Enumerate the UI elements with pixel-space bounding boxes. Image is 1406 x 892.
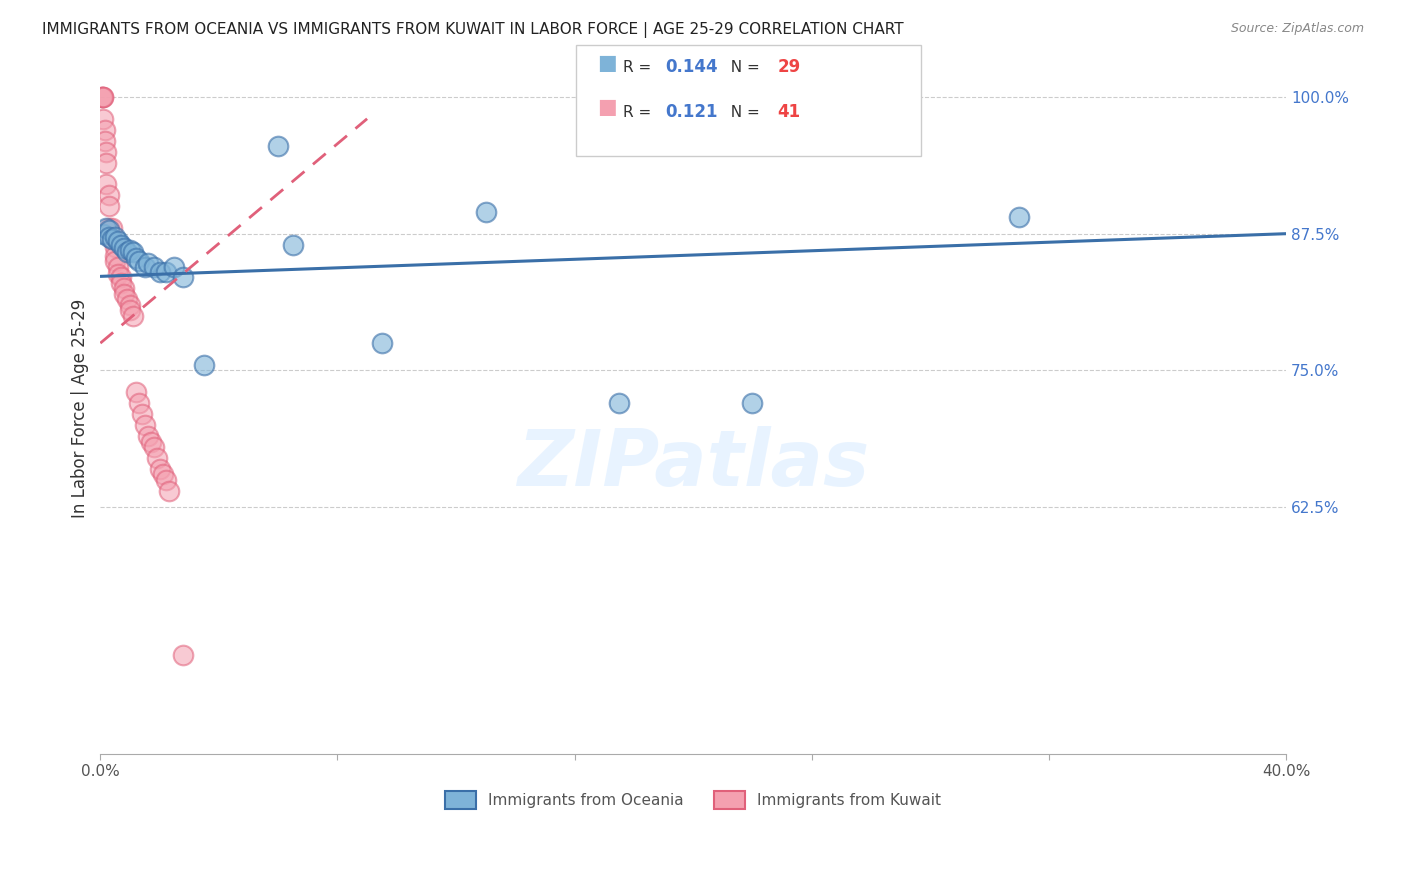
Point xyxy=(145,450,167,465)
Point xyxy=(607,396,630,410)
Point xyxy=(157,483,180,498)
Text: ■: ■ xyxy=(598,97,617,117)
Point xyxy=(149,265,172,279)
Point xyxy=(94,134,117,148)
Point xyxy=(136,256,159,270)
Point xyxy=(91,112,114,126)
Point xyxy=(115,245,138,260)
Point xyxy=(90,90,112,104)
Text: R =: R = xyxy=(623,105,657,120)
Point xyxy=(134,260,156,274)
Point xyxy=(96,221,118,235)
Point xyxy=(104,240,127,254)
Point xyxy=(96,145,118,159)
Point xyxy=(122,309,145,323)
Point xyxy=(125,251,148,265)
Point xyxy=(193,358,215,372)
Point xyxy=(371,336,394,351)
Point xyxy=(139,434,162,449)
Point xyxy=(118,243,141,257)
Point xyxy=(128,254,150,268)
Text: N =: N = xyxy=(721,61,765,75)
Text: 41: 41 xyxy=(778,103,800,120)
Point xyxy=(128,396,150,410)
Point xyxy=(136,429,159,443)
Point xyxy=(90,90,112,104)
Text: N =: N = xyxy=(721,105,765,120)
Point xyxy=(172,270,194,285)
Point xyxy=(267,139,290,153)
Point xyxy=(118,298,141,312)
Point xyxy=(172,648,194,662)
Point xyxy=(101,221,124,235)
Point xyxy=(96,178,118,192)
Point xyxy=(474,204,496,219)
Point xyxy=(107,267,129,281)
Point xyxy=(110,276,132,290)
Text: IMMIGRANTS FROM OCEANIA VS IMMIGRANTS FROM KUWAIT IN LABOR FORCE | AGE 25-29 COR: IMMIGRANTS FROM OCEANIA VS IMMIGRANTS FR… xyxy=(42,22,904,38)
Point xyxy=(134,418,156,433)
Point xyxy=(98,199,121,213)
Point xyxy=(94,122,117,136)
Point xyxy=(98,230,121,244)
Point xyxy=(1008,211,1031,225)
Point xyxy=(281,237,304,252)
Point xyxy=(163,260,186,274)
Point xyxy=(112,241,135,255)
Point xyxy=(107,260,129,274)
Text: ■: ■ xyxy=(598,53,617,72)
Point xyxy=(91,90,114,104)
Point xyxy=(107,235,129,249)
Text: 0.121: 0.121 xyxy=(665,103,717,120)
Y-axis label: In Labor Force | Age 25-29: In Labor Force | Age 25-29 xyxy=(72,299,89,518)
Text: R =: R = xyxy=(623,61,657,75)
Point xyxy=(112,286,135,301)
Point xyxy=(98,223,121,237)
Point xyxy=(98,221,121,235)
Point xyxy=(104,254,127,268)
Point xyxy=(115,293,138,307)
Point xyxy=(101,232,124,246)
Point xyxy=(91,90,114,104)
Point xyxy=(131,407,153,421)
Point xyxy=(98,188,121,202)
Point xyxy=(118,303,141,318)
Point xyxy=(112,281,135,295)
Point xyxy=(155,265,177,279)
Point xyxy=(96,155,118,169)
Text: Source: ZipAtlas.com: Source: ZipAtlas.com xyxy=(1230,22,1364,36)
Point xyxy=(125,385,148,400)
Point xyxy=(152,467,174,482)
Text: 29: 29 xyxy=(778,58,801,76)
Point xyxy=(104,249,127,263)
Point xyxy=(122,245,145,260)
Text: ZIPatlas: ZIPatlas xyxy=(517,426,869,502)
Point xyxy=(110,270,132,285)
Point xyxy=(149,462,172,476)
Point xyxy=(741,396,763,410)
Text: 0.144: 0.144 xyxy=(665,58,717,76)
Point xyxy=(104,230,127,244)
Legend: Immigrants from Oceania, Immigrants from Kuwait: Immigrants from Oceania, Immigrants from… xyxy=(439,785,948,814)
Point xyxy=(91,227,114,241)
Point xyxy=(155,473,177,487)
Point xyxy=(142,260,165,274)
Point xyxy=(142,440,165,454)
Point xyxy=(101,232,124,246)
Point xyxy=(110,237,132,252)
